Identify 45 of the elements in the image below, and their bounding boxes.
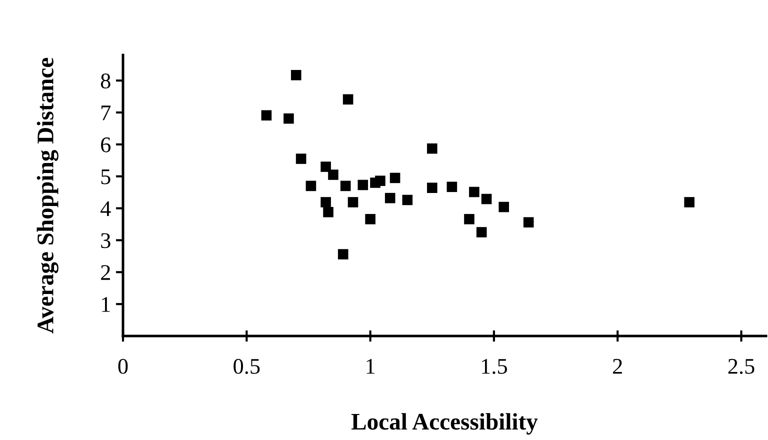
point: [426, 182, 438, 193]
x-tick-label: 0: [118, 358, 128, 374]
point: [365, 214, 376, 224]
point: [323, 206, 334, 218]
point: [320, 162, 331, 172]
point: [261, 110, 272, 120]
y-tick-label: 1: [102, 297, 110, 312]
point: [523, 217, 534, 228]
point: [358, 180, 368, 190]
point: [284, 113, 294, 124]
point: [306, 180, 316, 192]
x-axis-title: Local Accessibility: [351, 413, 538, 435]
point: [328, 170, 338, 180]
y-tick-label: 4: [100, 201, 111, 216]
point: [290, 70, 302, 80]
point: [464, 214, 474, 224]
y-tick-label: 8: [100, 73, 110, 88]
x-tick-label: 2.5: [728, 358, 754, 374]
x-tick-label: 1: [366, 358, 375, 374]
point: [446, 182, 458, 192]
y-tick-label: 7: [102, 106, 111, 120]
point: [384, 192, 396, 204]
point: [342, 94, 354, 105]
point: [348, 197, 358, 208]
point: [481, 194, 492, 204]
y-tick-label: 6: [101, 137, 111, 152]
point: [498, 202, 510, 212]
point: [426, 143, 438, 154]
y-tick-label: 2: [101, 265, 110, 280]
x-tick-label: 1.5: [482, 358, 507, 374]
y-tick-label: 3: [101, 233, 110, 248]
y-axis-title: Average Shopping Distance: [36, 58, 58, 334]
point: [320, 197, 331, 208]
point: [340, 180, 351, 192]
point: [338, 249, 348, 260]
point: [684, 197, 694, 208]
point: [476, 227, 487, 238]
x-tick-label: 0.5: [234, 358, 260, 374]
point: [375, 176, 386, 186]
point: [390, 172, 400, 184]
y-tick-label: 5: [101, 170, 110, 184]
x-tick-label: 2: [613, 358, 622, 374]
point: [296, 154, 306, 164]
point: [402, 194, 413, 206]
point: [469, 186, 480, 198]
